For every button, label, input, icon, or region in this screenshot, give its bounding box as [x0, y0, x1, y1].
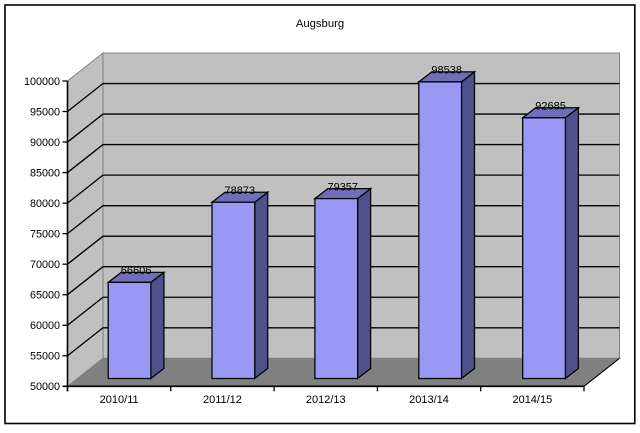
svg-text:80000: 80000: [30, 198, 60, 210]
svg-text:79357: 79357: [327, 181, 358, 193]
svg-text:2012/13: 2012/13: [306, 394, 346, 406]
svg-text:100000: 100000: [24, 76, 60, 88]
svg-text:55000: 55000: [30, 351, 60, 363]
svg-text:2014/15: 2014/15: [512, 394, 552, 406]
svg-text:65000: 65000: [30, 290, 60, 302]
svg-text:90000: 90000: [30, 137, 60, 149]
svg-text:70000: 70000: [30, 259, 60, 271]
svg-text:2011/12: 2011/12: [203, 394, 242, 406]
svg-text:2013/14: 2013/14: [409, 394, 449, 406]
svg-text:2010/11: 2010/11: [100, 394, 139, 406]
svg-text:75000: 75000: [30, 228, 60, 240]
svg-text:98538: 98538: [431, 65, 462, 77]
svg-text:85000: 85000: [30, 167, 60, 179]
svg-text:50000: 50000: [30, 381, 60, 393]
svg-text:92685: 92685: [535, 101, 566, 113]
svg-text:Augsburg: Augsburg: [296, 18, 344, 30]
svg-text:66606: 66606: [121, 265, 152, 277]
svg-text:95000: 95000: [30, 106, 60, 118]
svg-text:78873: 78873: [225, 185, 256, 197]
svg-text:60000: 60000: [30, 320, 60, 332]
